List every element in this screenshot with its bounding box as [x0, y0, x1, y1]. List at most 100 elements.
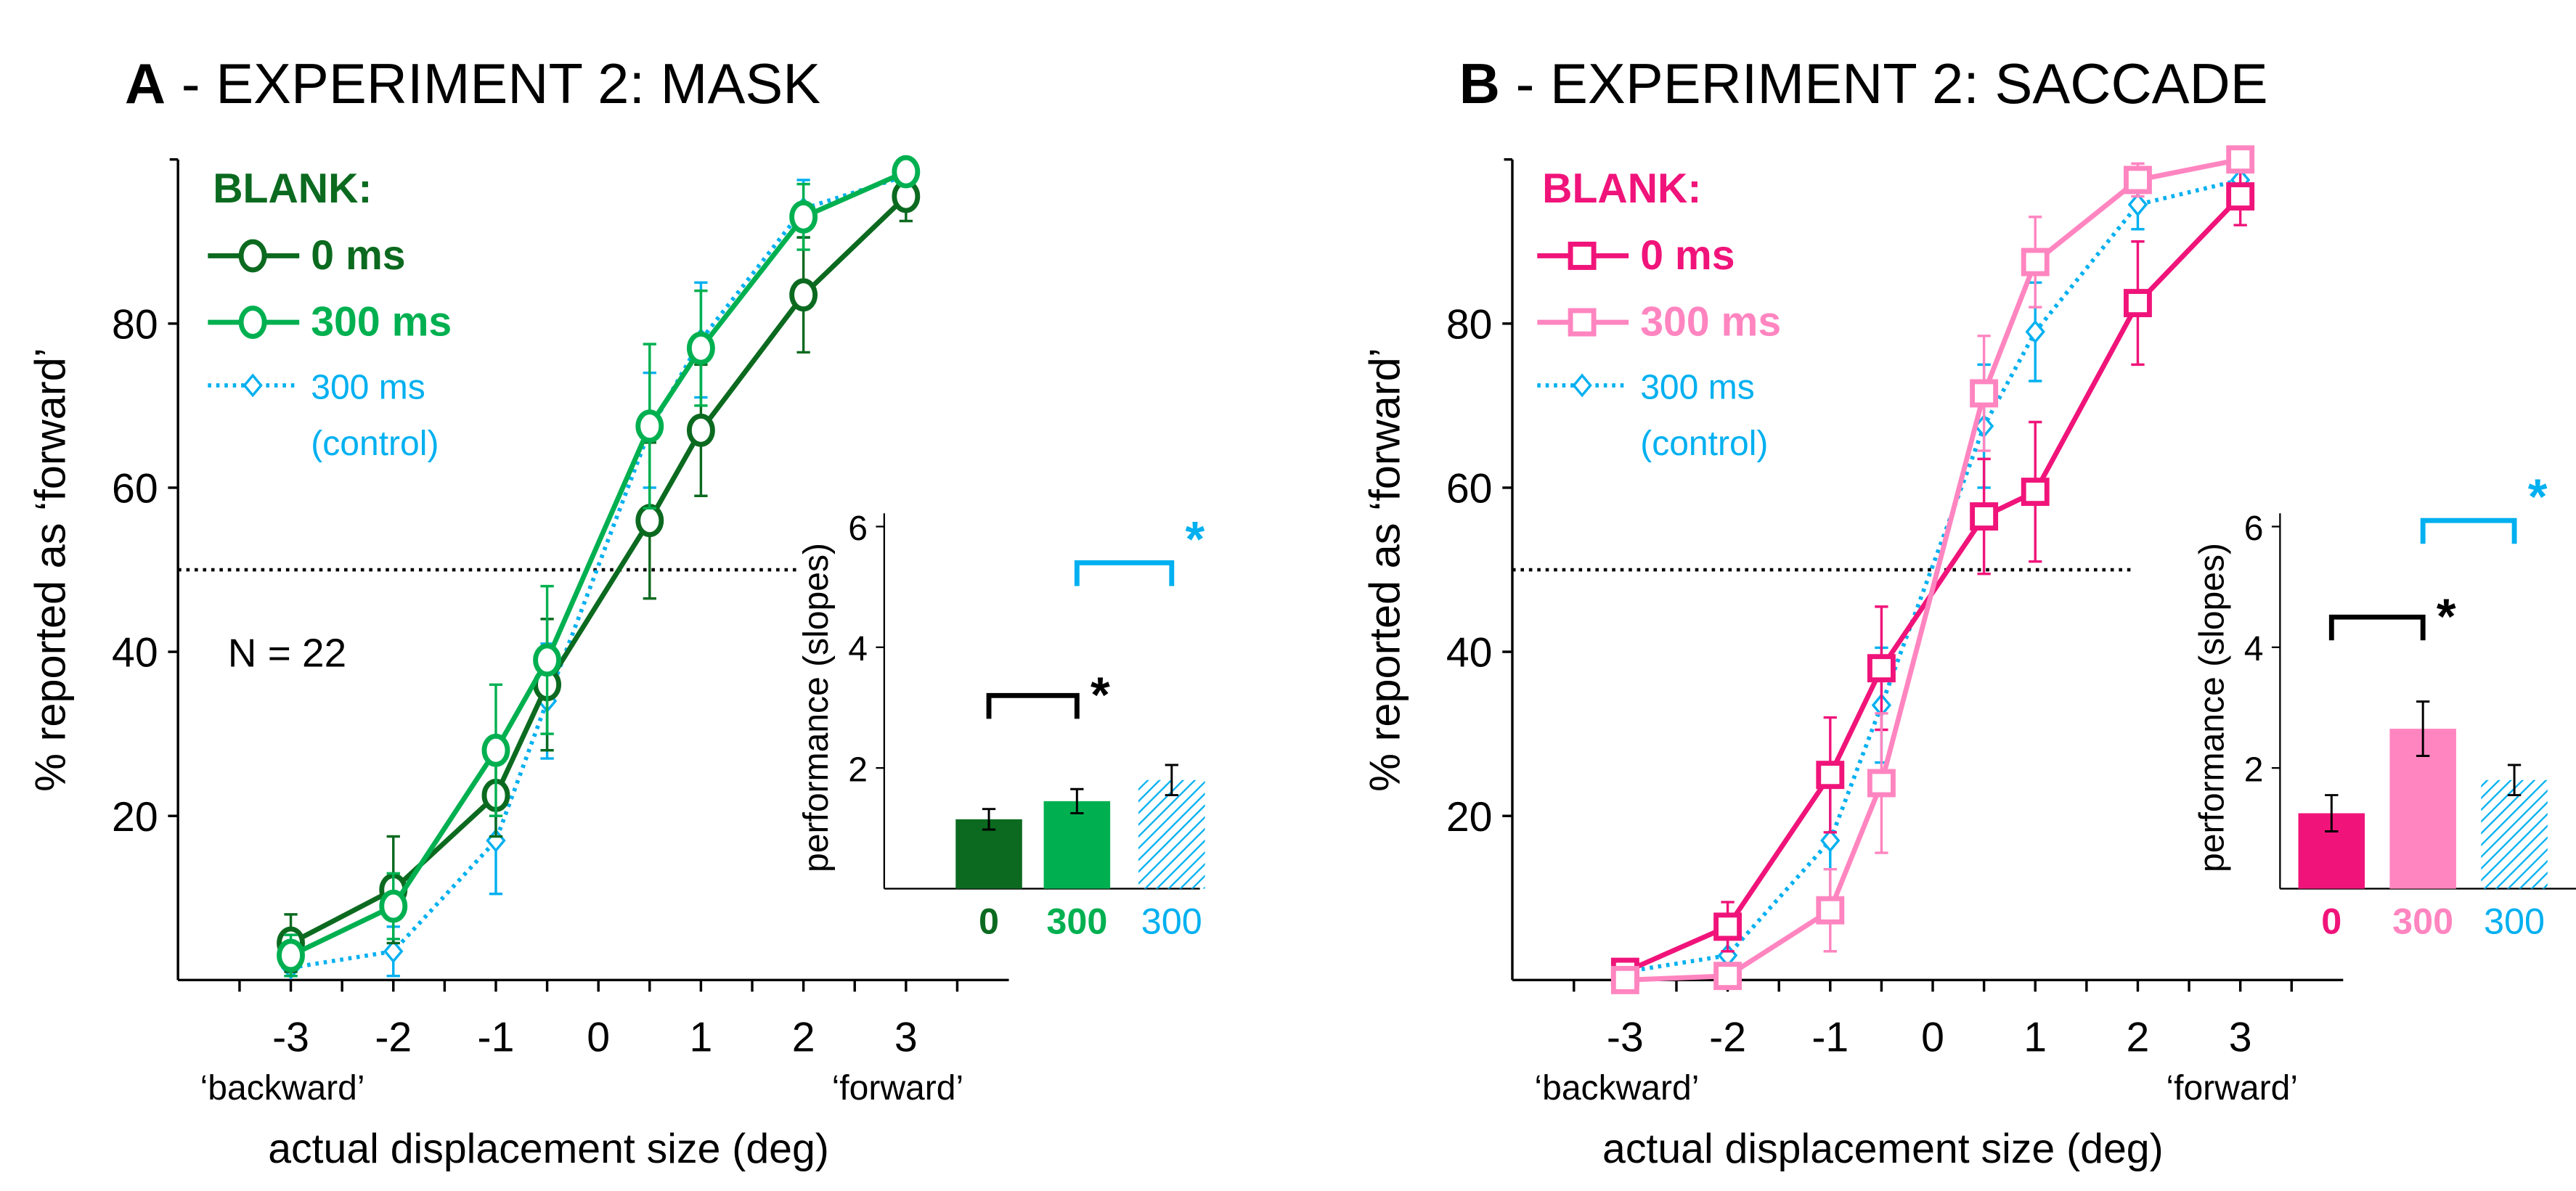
y-tick-label: 20 [1446, 794, 1493, 840]
data-point-diamond [2025, 319, 2045, 344]
data-point-circle [892, 155, 921, 189]
data-point-square [1713, 912, 1743, 941]
data-point-square [2123, 165, 2152, 195]
significance-star: * [2437, 589, 2456, 644]
x-tick-label: 1 [2023, 1015, 2047, 1061]
inset-y-tick-label: 6 [2244, 509, 2264, 548]
panel-title-text: - EXPERIMENT 2: MASK [166, 53, 820, 115]
data-point-circle [238, 306, 267, 339]
legend: BLANK: 0 ms 300 ms 300 ms (control) [1537, 165, 1781, 463]
x-end-label-backward: ‘backward’ [200, 1068, 365, 1108]
y-tick-label: 80 [1446, 301, 1493, 348]
data-point-square [2226, 182, 2255, 211]
legend-label: 300 ms [1640, 367, 1755, 406]
data-point-square [1867, 769, 1896, 798]
inset-bar-chart: 2 4 6 performance (slopes) 0 300 300 * * [796, 509, 1205, 941]
x-tick-label: -3 [1607, 1015, 1644, 1061]
significance-bracket [986, 692, 1080, 719]
x-tick-label: 3 [894, 1015, 918, 1061]
legend-label: 300 ms [311, 367, 425, 406]
data-point-diamond [1820, 828, 1841, 853]
series-line [290, 169, 908, 958]
y-tick-label: 80 [112, 301, 158, 348]
x-tick-label: 3 [2229, 1015, 2252, 1061]
data-point-circle [789, 200, 818, 234]
panel-title-text: - EXPERIMENT 2: SACCADE [1500, 53, 2268, 115]
sample-size-annotation: N = 22 [228, 631, 346, 676]
data-point-square [1816, 761, 1845, 790]
data-point-circle [789, 278, 818, 312]
inset-y-tick-label: 4 [2244, 629, 2264, 668]
series-1 [277, 155, 921, 978]
significance-bracket [2420, 517, 2517, 544]
x-tick-label: -2 [1709, 1015, 1746, 1061]
x-tick-label: 0 [587, 1015, 610, 1061]
series-line [1625, 157, 2241, 983]
y-tick-label: 20 [112, 794, 158, 840]
data-point-circle [533, 643, 562, 677]
y-tick-label: 60 [1446, 466, 1493, 512]
legend-label-sub: (control) [311, 424, 439, 463]
y-tick-label: 40 [1446, 630, 1493, 676]
inset-y-axis-label: performance (slopes) [796, 543, 836, 872]
legend-title: BLANK: [1542, 165, 1701, 212]
series-1 [1610, 145, 2255, 994]
series-line [1624, 178, 2241, 974]
inset-bar [2481, 779, 2548, 889]
data-point-circle [635, 409, 664, 443]
data-point-square [2021, 478, 2050, 507]
data-point-circle [635, 504, 664, 538]
data-point-square [1713, 962, 1743, 991]
inset-y-tick-label: 6 [848, 509, 868, 548]
panel-letter: B [1459, 53, 1500, 115]
data-point-diamond [1572, 373, 1592, 398]
x-end-label-backward: ‘backward’ [1534, 1068, 1699, 1108]
data-point-square [1568, 242, 1597, 270]
data-point-circle [686, 413, 715, 447]
data-point-square [1816, 896, 1845, 925]
inset-y-axis-label: performance (slopes) [2193, 543, 2232, 872]
data-point-square [2123, 289, 2152, 318]
y-axis-label: % reported as ‘forward’ [1360, 348, 1409, 792]
legend-label: 300 ms [1640, 298, 1781, 345]
inset-y-tick-label: 4 [848, 629, 868, 668]
inset-x-tick-label: 300 [2484, 900, 2545, 941]
legend-label: 0 ms [311, 232, 405, 279]
panel-letter: A [125, 53, 166, 115]
legend-title: BLANK: [213, 165, 372, 212]
y-tick-label: 40 [112, 630, 158, 676]
y-axis-label: % reported as ‘forward’ [26, 348, 75, 792]
x-end-label-forward: ‘forward’ [2166, 1068, 2298, 1108]
inset-x-tick-label: 0 [2321, 900, 2341, 941]
inset-bar-chart: 2 4 6 performance (slopes) 0 300 300 * * [2193, 469, 2576, 941]
series-line [289, 195, 908, 946]
inset-y-tick-label: 2 [2244, 750, 2264, 789]
inset-x-tick-label: 300 [1046, 900, 1107, 941]
significance-star: * [1091, 667, 1110, 723]
data-point-diamond [242, 373, 263, 398]
data-point-circle [481, 733, 510, 767]
data-point-square [1970, 502, 1999, 531]
x-axis-label: actual displacement size (deg) [268, 1126, 829, 1172]
x-tick-label: -1 [478, 1015, 515, 1061]
data-point-square [1867, 654, 1896, 683]
inset-bar [1138, 779, 1205, 889]
significance-star: * [1185, 511, 1205, 567]
inset-bar [1043, 801, 1111, 889]
data-point-circle [277, 938, 306, 973]
inset-bar [955, 819, 1022, 889]
panel-title: B - EXPERIMENT 2: SACCADE [1459, 53, 2268, 115]
inset-x-tick-label: 300 [1141, 900, 1202, 941]
x-tick-label: -3 [272, 1015, 309, 1061]
panel-title: A - EXPERIMENT 2: MASK [125, 53, 820, 115]
data-point-square [1568, 308, 1597, 337]
x-end-label-forward: ‘forward’ [832, 1068, 964, 1108]
data-point-square [2226, 145, 2255, 174]
data-point-diamond [383, 939, 404, 964]
legend-label-sub: (control) [1640, 424, 1768, 463]
legend-label: 300 ms [311, 298, 452, 345]
data-point-diamond [2127, 192, 2148, 217]
